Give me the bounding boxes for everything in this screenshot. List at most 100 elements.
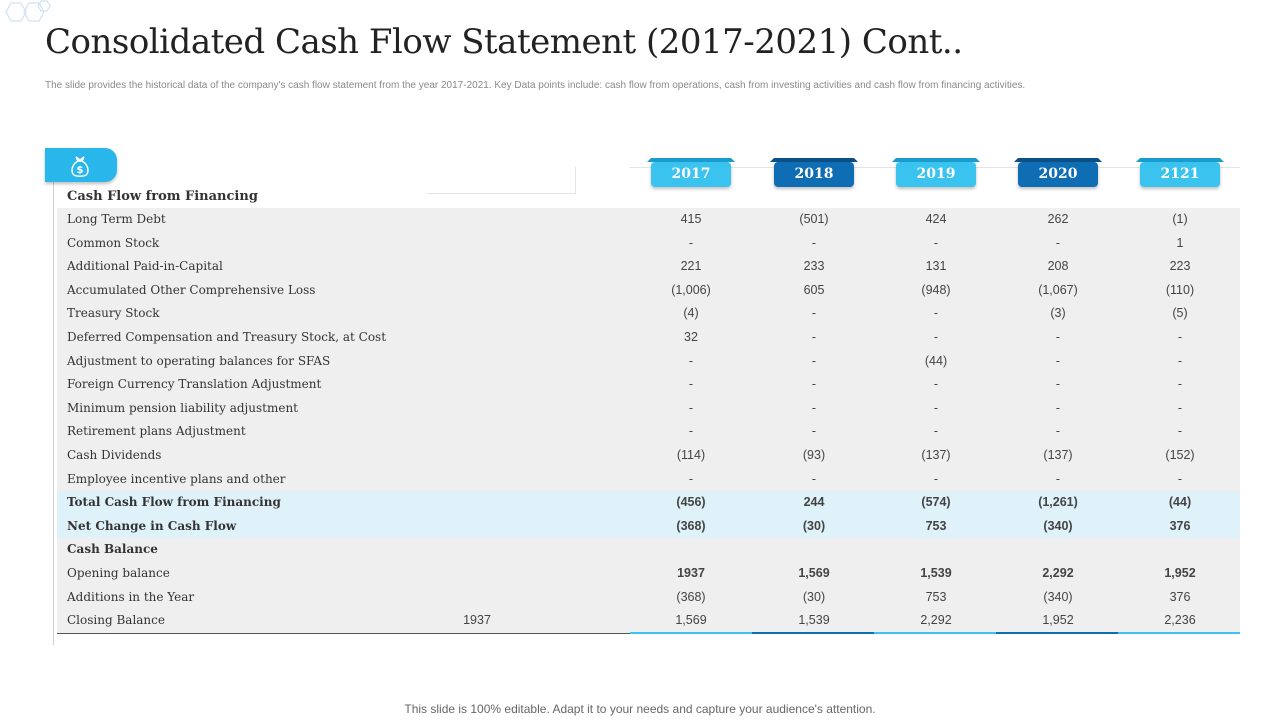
cell-2018: 233 [803, 259, 825, 274]
row-label: Net Change in Cash Flow [67, 518, 237, 533]
row-label: Total Cash Flow from Financing [67, 495, 281, 510]
cell-2017: (456) [676, 495, 706, 510]
cell-2018: (501) [799, 212, 829, 226]
cell-2020: - [1055, 400, 1061, 415]
row-label: Minimum pension liability adjustment [67, 400, 299, 415]
table-row: Adjustment to operating balances for SFA… [57, 349, 1240, 374]
cell-2121: - [1177, 424, 1183, 439]
year-header-4: 2121 [1140, 162, 1220, 187]
cell-2121: - [1177, 377, 1183, 392]
cell-2018: - [811, 471, 817, 486]
table-row: Common Stock - - - - 1 [57, 231, 1240, 256]
cell-2020: 262 [1047, 212, 1069, 226]
cell-2121: - [1177, 471, 1183, 486]
cell-2020: 1,952 [1042, 613, 1074, 628]
cell-2018: - [811, 306, 817, 321]
cell-2017: 221 [680, 259, 702, 274]
table-row: Retirement plans Adjustment - - - - - [57, 420, 1240, 444]
table-row: Opening balance 1937 1,569 1,539 2,292 1,952 [57, 561, 1240, 586]
cell-2018: 1,569 [798, 565, 830, 580]
cell-2017: - [688, 377, 694, 392]
cell-2121: (152) [1165, 447, 1195, 462]
svg-text:$: $ [77, 165, 84, 176]
cell-2017: (368) [676, 589, 706, 604]
cell-2017: - [688, 353, 694, 368]
cell-2019: - [933, 377, 939, 392]
cell-2019: (948) [921, 282, 951, 297]
table-row: Long Term Debt 415 (501) 424 262 (1) [57, 208, 1240, 232]
row-label: Common Stock [67, 235, 160, 250]
cell-2020: (3) [1050, 306, 1066, 321]
cell-2121: - [1177, 329, 1183, 344]
row-label: Opening balance [67, 565, 170, 580]
cell-2020: (1,261) [1038, 495, 1078, 510]
cell-2017: (4) [683, 306, 699, 321]
cell-2121: 2,236 [1164, 613, 1196, 628]
cell-2019: 753 [925, 518, 947, 533]
column-base-line [874, 632, 996, 634]
cell-2019: 1,539 [920, 565, 952, 580]
cell-2019: 131 [925, 259, 947, 274]
table-row: Total Cash Flow from Financing (456) 244 (5… [57, 491, 1240, 515]
row-label: Deferred Compensation and Treasury Stock… [67, 329, 387, 344]
cell-2019: - [933, 235, 939, 250]
cash-flow-table: $ 2017 2018 2019 2020 2121 Cash Flow from Fi… [45, 145, 1245, 650]
cell-2017: 1,569 [675, 613, 707, 628]
row-label: Retirement plans Adjustment [67, 424, 246, 439]
cell-2019: (44) [924, 353, 948, 368]
cell-2019: - [933, 329, 939, 344]
page-title: Consolidated Cash Flow Statement (2017-2… [45, 22, 963, 62]
footer-note: This slide is 100% editable. Adapt it to… [404, 702, 876, 716]
cell-2018: - [811, 329, 817, 344]
cell-2121: - [1177, 353, 1183, 368]
row-label: Accumulated Other Comprehensive Loss [67, 282, 316, 297]
cell-2020: (1,067) [1038, 282, 1078, 297]
cell-2121: (110) [1165, 282, 1195, 297]
table-row: Foreign Currency Translation Adjustment -… [57, 373, 1240, 397]
cell-2017: (114) [676, 447, 706, 462]
cell-2019: (137) [921, 447, 951, 462]
column-base-line [996, 632, 1118, 634]
table-row: Cash Dividends (114) (93) (137) (137) (152) [57, 443, 1240, 468]
row-label: Adjustment to operating balances for SFA… [67, 353, 331, 368]
table-row: Treasury Stock (4) - - (3) (5) [57, 302, 1240, 326]
cell-2121: (5) [1172, 306, 1188, 321]
cell-2017: 1937 [677, 565, 705, 580]
table-row: Net Change in Cash Flow (368) (30) 753 (340)… [57, 514, 1240, 539]
cell-2020: (340) [1043, 589, 1073, 604]
cell-2018: - [811, 235, 817, 250]
cell-2017: - [688, 400, 694, 415]
cell-2019: 2,292 [920, 613, 952, 628]
cell-2018: (93) [802, 447, 826, 462]
cell-2121: 1,952 [1164, 565, 1196, 580]
header-rule-lower [427, 193, 575, 194]
table-row: Minimum pension liability adjustment - - - -… [57, 396, 1240, 421]
cell-2121: - [1177, 400, 1183, 415]
table-row: Additional Paid-in-Capital 221 233 131 208 22… [57, 255, 1240, 279]
cell-2020: - [1055, 235, 1061, 250]
year-header-0: 2017 [651, 162, 731, 187]
cell-2019: - [933, 424, 939, 439]
row-label: Cash Dividends [67, 447, 162, 462]
cell-2018: (30) [802, 589, 826, 604]
cell-2020: 2,292 [1042, 565, 1074, 580]
page-subtitle: The slide provides the historical data o… [45, 80, 1026, 91]
cell-2017: - [688, 235, 694, 250]
column-base-line [752, 632, 874, 634]
table-row: Additions in the Year (368) (30) 753 (340) 37… [57, 585, 1240, 610]
cell-2121: 223 [1169, 259, 1191, 274]
row-label: Treasury Stock [67, 306, 160, 321]
cell-2017: 32 [684, 329, 698, 344]
left-rule [53, 180, 54, 645]
cell-2018: - [811, 400, 817, 415]
table-row: Cash Balance [57, 538, 1240, 562]
cell-2019: - [933, 471, 939, 486]
column-base-line [630, 632, 752, 634]
row-label: Foreign Currency Translation Adjustment [67, 377, 322, 392]
row-label: Closing Balance [67, 613, 165, 628]
cell-2018: 605 [803, 282, 825, 297]
cell-2019: 753 [925, 589, 947, 604]
cell-2019: 424 [925, 212, 947, 226]
table-row: Deferred Compensation and Treasury Stock… [57, 325, 1240, 350]
cell-2018: - [811, 377, 817, 392]
